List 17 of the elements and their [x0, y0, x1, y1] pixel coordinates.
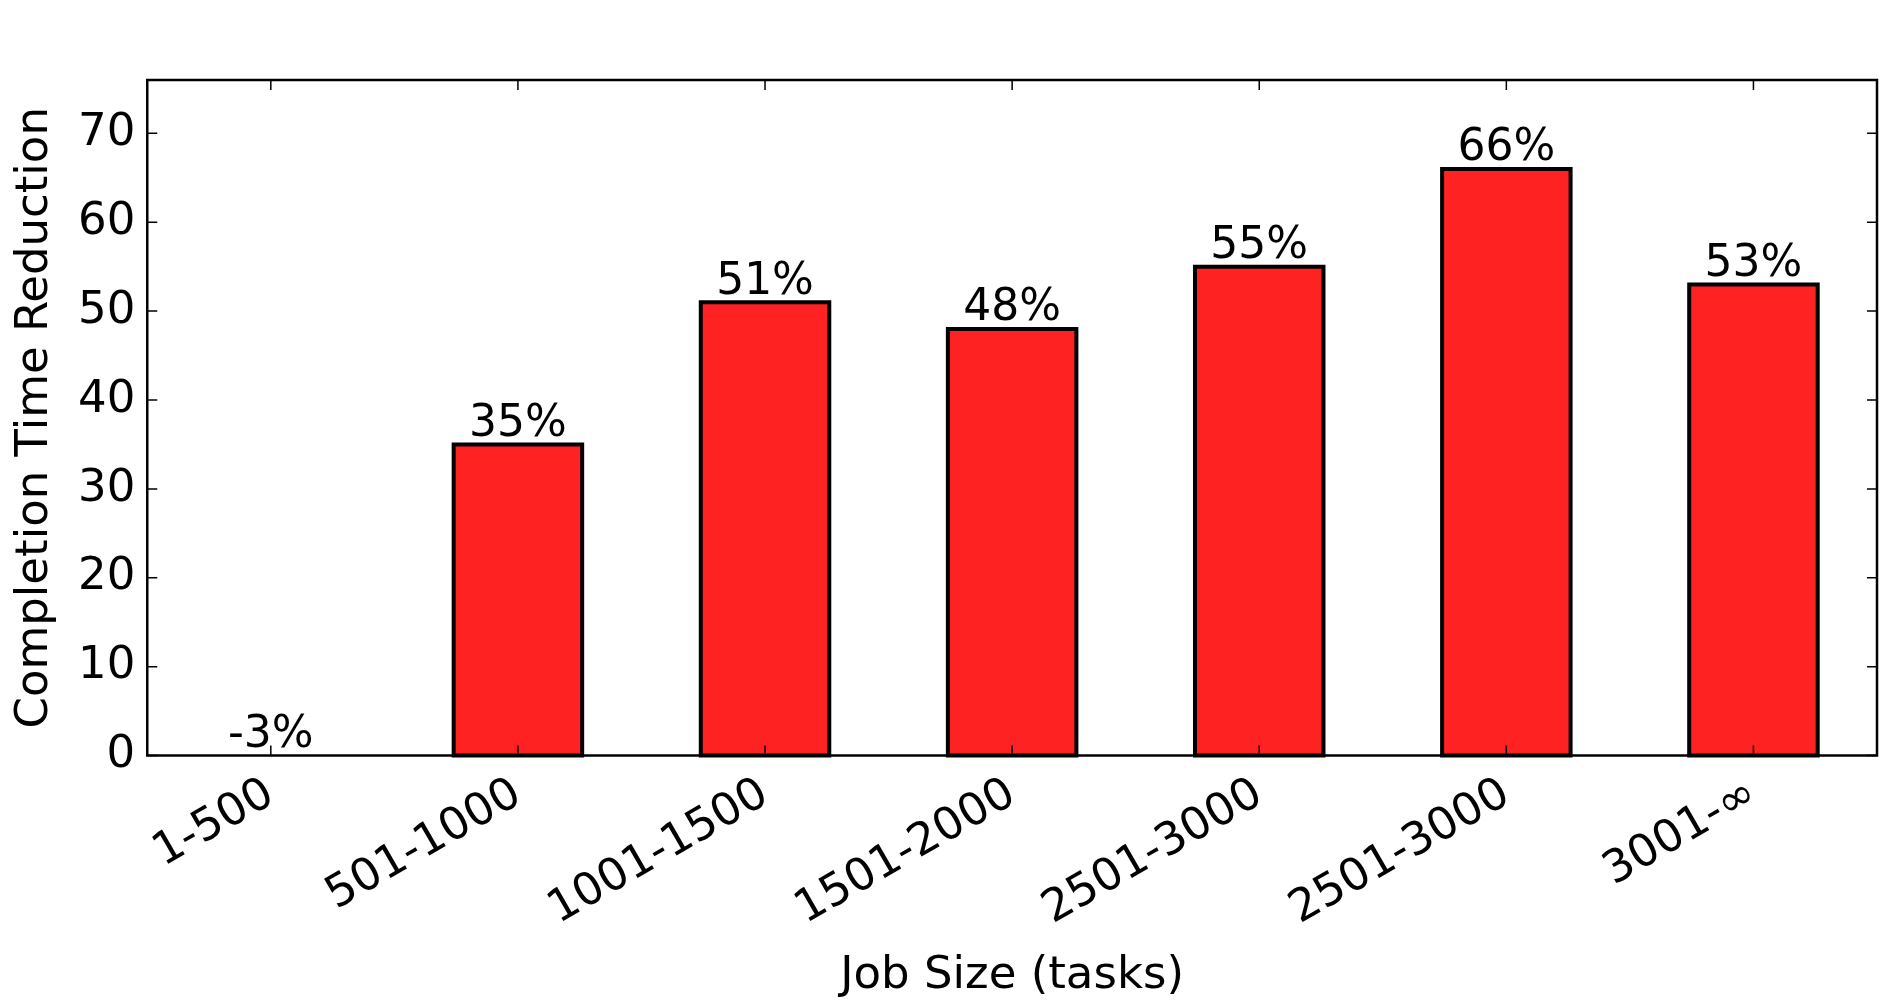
- x-axis-title: Job Size (tasks): [837, 945, 1184, 999]
- data-label: 51%: [716, 252, 814, 304]
- y-tick-label: 20: [78, 547, 136, 601]
- y-tick-label: 30: [78, 458, 136, 512]
- y-tick-label: 60: [78, 191, 136, 245]
- annotation: -3%: [227, 706, 314, 758]
- data-label: 48%: [963, 279, 1062, 331]
- data-label: 35%: [469, 394, 567, 446]
- y-tick-label: 10: [78, 636, 136, 690]
- y-axis-title: Completion Time Reduction: [4, 107, 58, 729]
- data-label: 55%: [1210, 217, 1309, 269]
- y-tick-label: 50: [78, 280, 136, 334]
- y-tick-label: 40: [78, 369, 136, 423]
- y-tick-label: 0: [106, 725, 136, 779]
- data-label: 53%: [1704, 234, 1803, 286]
- data-label: 66%: [1457, 119, 1556, 171]
- y-tick-label: 70: [78, 103, 136, 157]
